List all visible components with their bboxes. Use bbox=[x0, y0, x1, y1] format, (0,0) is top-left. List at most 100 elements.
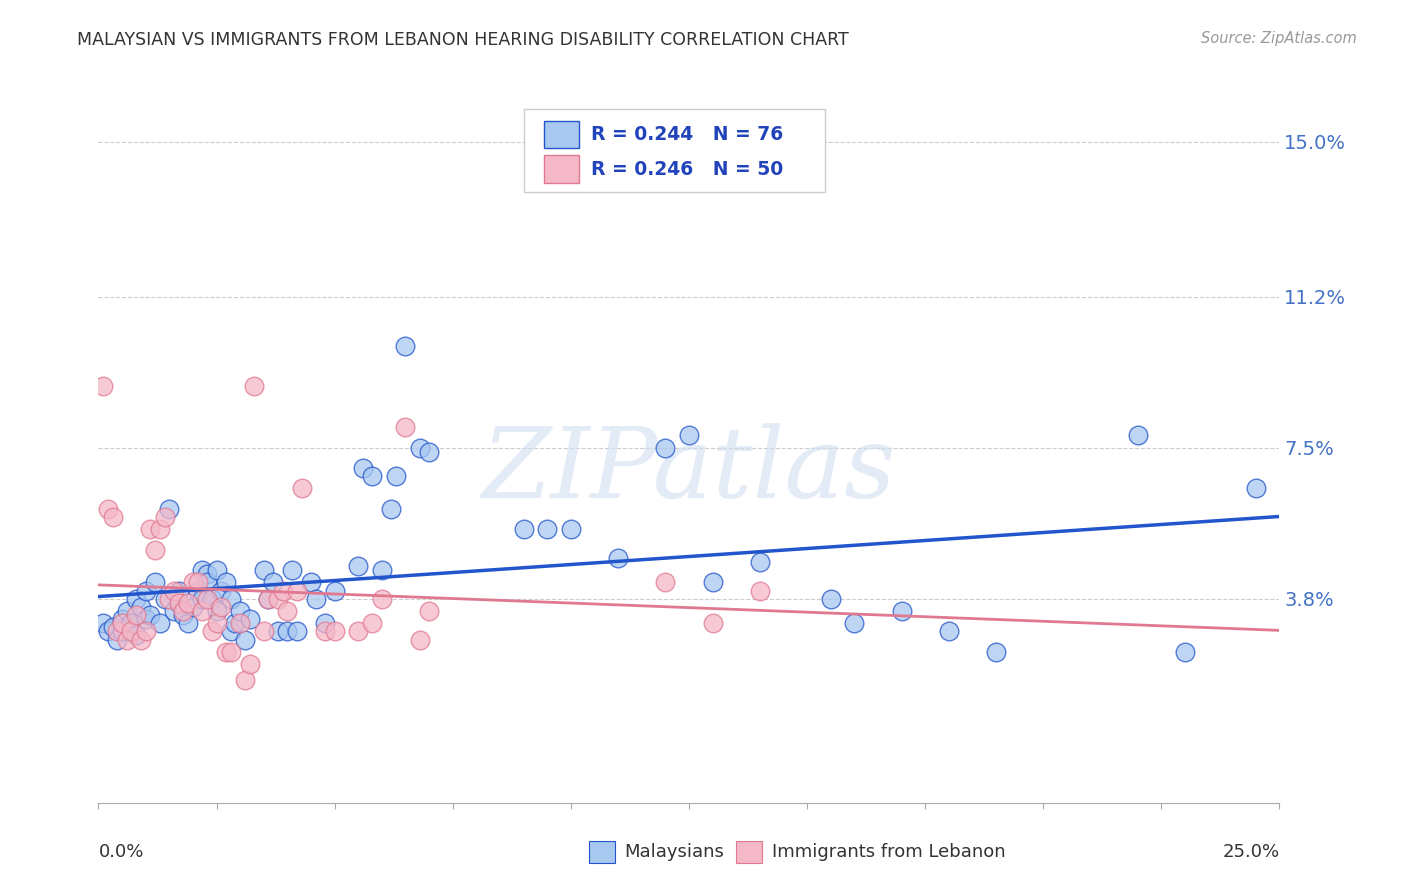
Point bbox=[233, 673, 256, 688]
Text: R = 0.244   N = 76: R = 0.244 N = 76 bbox=[591, 125, 783, 144]
Point bbox=[371, 563, 394, 577]
Point bbox=[135, 624, 157, 639]
Point bbox=[115, 604, 138, 618]
Point bbox=[361, 469, 384, 483]
Point bbox=[702, 616, 724, 631]
Point bbox=[253, 563, 276, 577]
Point bbox=[890, 604, 912, 618]
Point bbox=[1126, 428, 1149, 442]
Point bbox=[984, 645, 1007, 659]
Point bbox=[271, 583, 294, 598]
Point bbox=[678, 428, 700, 442]
Point bbox=[607, 550, 630, 565]
Point bbox=[385, 469, 408, 483]
Point bbox=[253, 624, 276, 639]
Point bbox=[938, 624, 960, 639]
Point bbox=[191, 563, 214, 577]
Point bbox=[101, 620, 124, 634]
Point bbox=[371, 591, 394, 606]
Point bbox=[201, 591, 224, 606]
Point bbox=[820, 591, 842, 606]
Point bbox=[560, 522, 582, 536]
Point bbox=[239, 612, 262, 626]
Point bbox=[149, 616, 172, 631]
Point bbox=[290, 482, 312, 496]
Point bbox=[347, 624, 370, 639]
Point bbox=[167, 583, 190, 598]
Point bbox=[187, 583, 209, 598]
Point bbox=[285, 624, 308, 639]
Point bbox=[125, 591, 148, 606]
Point bbox=[352, 461, 374, 475]
Point bbox=[163, 604, 186, 618]
Point bbox=[121, 616, 143, 631]
Point bbox=[205, 563, 228, 577]
Point bbox=[380, 502, 402, 516]
Text: Malaysians: Malaysians bbox=[624, 843, 724, 861]
Point bbox=[181, 575, 204, 590]
Point bbox=[205, 604, 228, 618]
Point bbox=[135, 583, 157, 598]
Point bbox=[157, 502, 180, 516]
Point bbox=[215, 575, 238, 590]
Point bbox=[233, 632, 256, 647]
Point bbox=[105, 624, 128, 639]
Point bbox=[177, 596, 200, 610]
Point bbox=[215, 645, 238, 659]
Point bbox=[129, 632, 152, 647]
Point bbox=[512, 522, 534, 536]
Point bbox=[91, 616, 114, 631]
Point bbox=[418, 604, 440, 618]
Point bbox=[299, 575, 322, 590]
Point bbox=[276, 624, 298, 639]
Point bbox=[748, 583, 770, 598]
Point bbox=[224, 616, 246, 631]
Point bbox=[167, 596, 190, 610]
FancyBboxPatch shape bbox=[544, 120, 579, 148]
FancyBboxPatch shape bbox=[737, 841, 762, 863]
Point bbox=[157, 591, 180, 606]
Point bbox=[219, 591, 242, 606]
Point bbox=[91, 379, 114, 393]
Point bbox=[748, 555, 770, 569]
Point bbox=[844, 616, 866, 631]
Point bbox=[323, 583, 346, 598]
Point bbox=[361, 616, 384, 631]
Point bbox=[97, 624, 120, 639]
Point bbox=[219, 624, 242, 639]
Text: ZIPatlas: ZIPatlas bbox=[482, 423, 896, 518]
Point bbox=[285, 583, 308, 598]
Point bbox=[408, 441, 430, 455]
Point bbox=[111, 624, 134, 639]
Point bbox=[201, 624, 224, 639]
Point bbox=[394, 420, 416, 434]
Point bbox=[135, 612, 157, 626]
Point bbox=[139, 522, 162, 536]
Point bbox=[143, 575, 166, 590]
Point bbox=[105, 632, 128, 647]
Point bbox=[153, 591, 176, 606]
Point bbox=[257, 591, 280, 606]
Point bbox=[314, 624, 336, 639]
Point bbox=[408, 632, 430, 647]
Text: 25.0%: 25.0% bbox=[1222, 843, 1279, 861]
Point bbox=[149, 522, 172, 536]
Point bbox=[267, 591, 290, 606]
Point bbox=[115, 632, 138, 647]
Point bbox=[229, 604, 252, 618]
Point bbox=[654, 441, 676, 455]
Point bbox=[167, 596, 190, 610]
Point bbox=[394, 338, 416, 352]
Point bbox=[239, 657, 262, 671]
Point bbox=[1244, 482, 1267, 496]
Point bbox=[111, 612, 134, 626]
Point bbox=[323, 624, 346, 639]
Point bbox=[187, 575, 209, 590]
Point bbox=[191, 604, 214, 618]
Point bbox=[125, 628, 148, 642]
Point bbox=[191, 591, 214, 606]
Point bbox=[1174, 645, 1197, 659]
Point bbox=[536, 522, 558, 536]
Point bbox=[97, 502, 120, 516]
Point bbox=[139, 607, 162, 622]
